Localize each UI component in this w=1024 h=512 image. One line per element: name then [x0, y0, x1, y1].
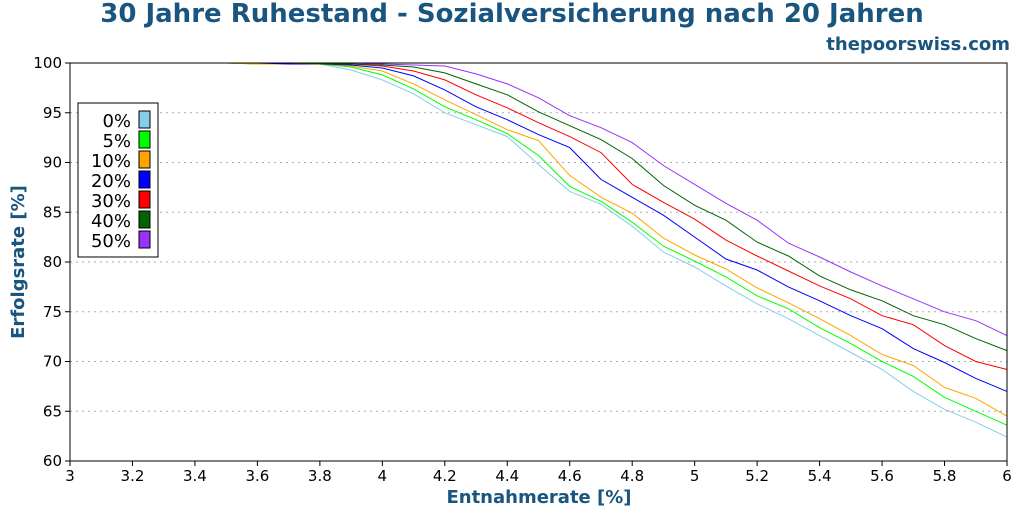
legend-label: 30%	[91, 191, 131, 212]
y-tick-label: 100	[33, 54, 62, 72]
y-tick-label: 75	[43, 303, 62, 321]
y-tick-label: 70	[43, 353, 62, 371]
chart-title: 30 Jahre Ruhestand - Sozialversicherung …	[100, 0, 924, 29]
y-tick-label: 65	[43, 402, 62, 420]
legend-swatch	[138, 170, 151, 189]
x-axis-label: Entnahmerate [%]	[446, 487, 631, 508]
legend-label: 5%	[102, 131, 131, 152]
series-line-0pct	[70, 62, 1008, 438]
x-tick-label: 4	[378, 467, 388, 485]
legend-label: 40%	[91, 211, 131, 232]
x-tick-label: 5.4	[808, 467, 832, 485]
y-tick-label: 90	[43, 154, 62, 172]
x-tick-label: 5	[690, 467, 700, 485]
y-axis-label: Erfolgsrate [%]	[8, 185, 29, 339]
x-tick-label: 5.2	[745, 467, 769, 485]
x-tick-label: 4.4	[495, 467, 519, 485]
legend: 0%5%10%20%30%40%50%	[77, 102, 159, 258]
x-tick-label: 3.4	[183, 467, 207, 485]
x-tick-label: 4.2	[433, 467, 457, 485]
x-tick-label: 4.6	[558, 467, 582, 485]
y-tick-label: 60	[43, 452, 62, 470]
x-tick-label: 3	[65, 467, 75, 485]
legend-label: 10%	[91, 151, 131, 172]
series-lines	[70, 62, 1008, 438]
series-line-30pct	[70, 62, 1008, 370]
series-line-50pct	[70, 62, 1008, 337]
x-tick-label: 3.2	[121, 467, 145, 485]
series-line-5pct	[70, 62, 1008, 426]
legend-swatch	[138, 230, 151, 249]
x-tick-label: 5.6	[870, 467, 894, 485]
grid-lines	[70, 112, 1007, 412]
series-line-10pct	[70, 62, 1008, 417]
site-label: thepoorswiss.com	[826, 34, 1010, 55]
x-tick-label: 5.8	[933, 467, 957, 485]
x-tick-label: 6	[1002, 467, 1012, 485]
legend-swatch	[138, 110, 151, 129]
legend-swatch	[138, 130, 151, 149]
legend-swatch	[138, 190, 151, 209]
x-tick-label: 3.8	[308, 467, 332, 485]
legend-swatch	[138, 150, 151, 169]
legend-label: 0%	[102, 111, 131, 132]
y-tick-label: 85	[43, 203, 62, 221]
legend-swatch	[138, 210, 151, 229]
x-tick-label: 3.6	[245, 467, 269, 485]
legend-label: 20%	[91, 171, 131, 192]
x-tick-label: 4.8	[620, 467, 644, 485]
y-tick-label: 80	[43, 253, 62, 271]
y-tick-label: 95	[43, 104, 62, 122]
legend-label: 50%	[91, 231, 131, 252]
